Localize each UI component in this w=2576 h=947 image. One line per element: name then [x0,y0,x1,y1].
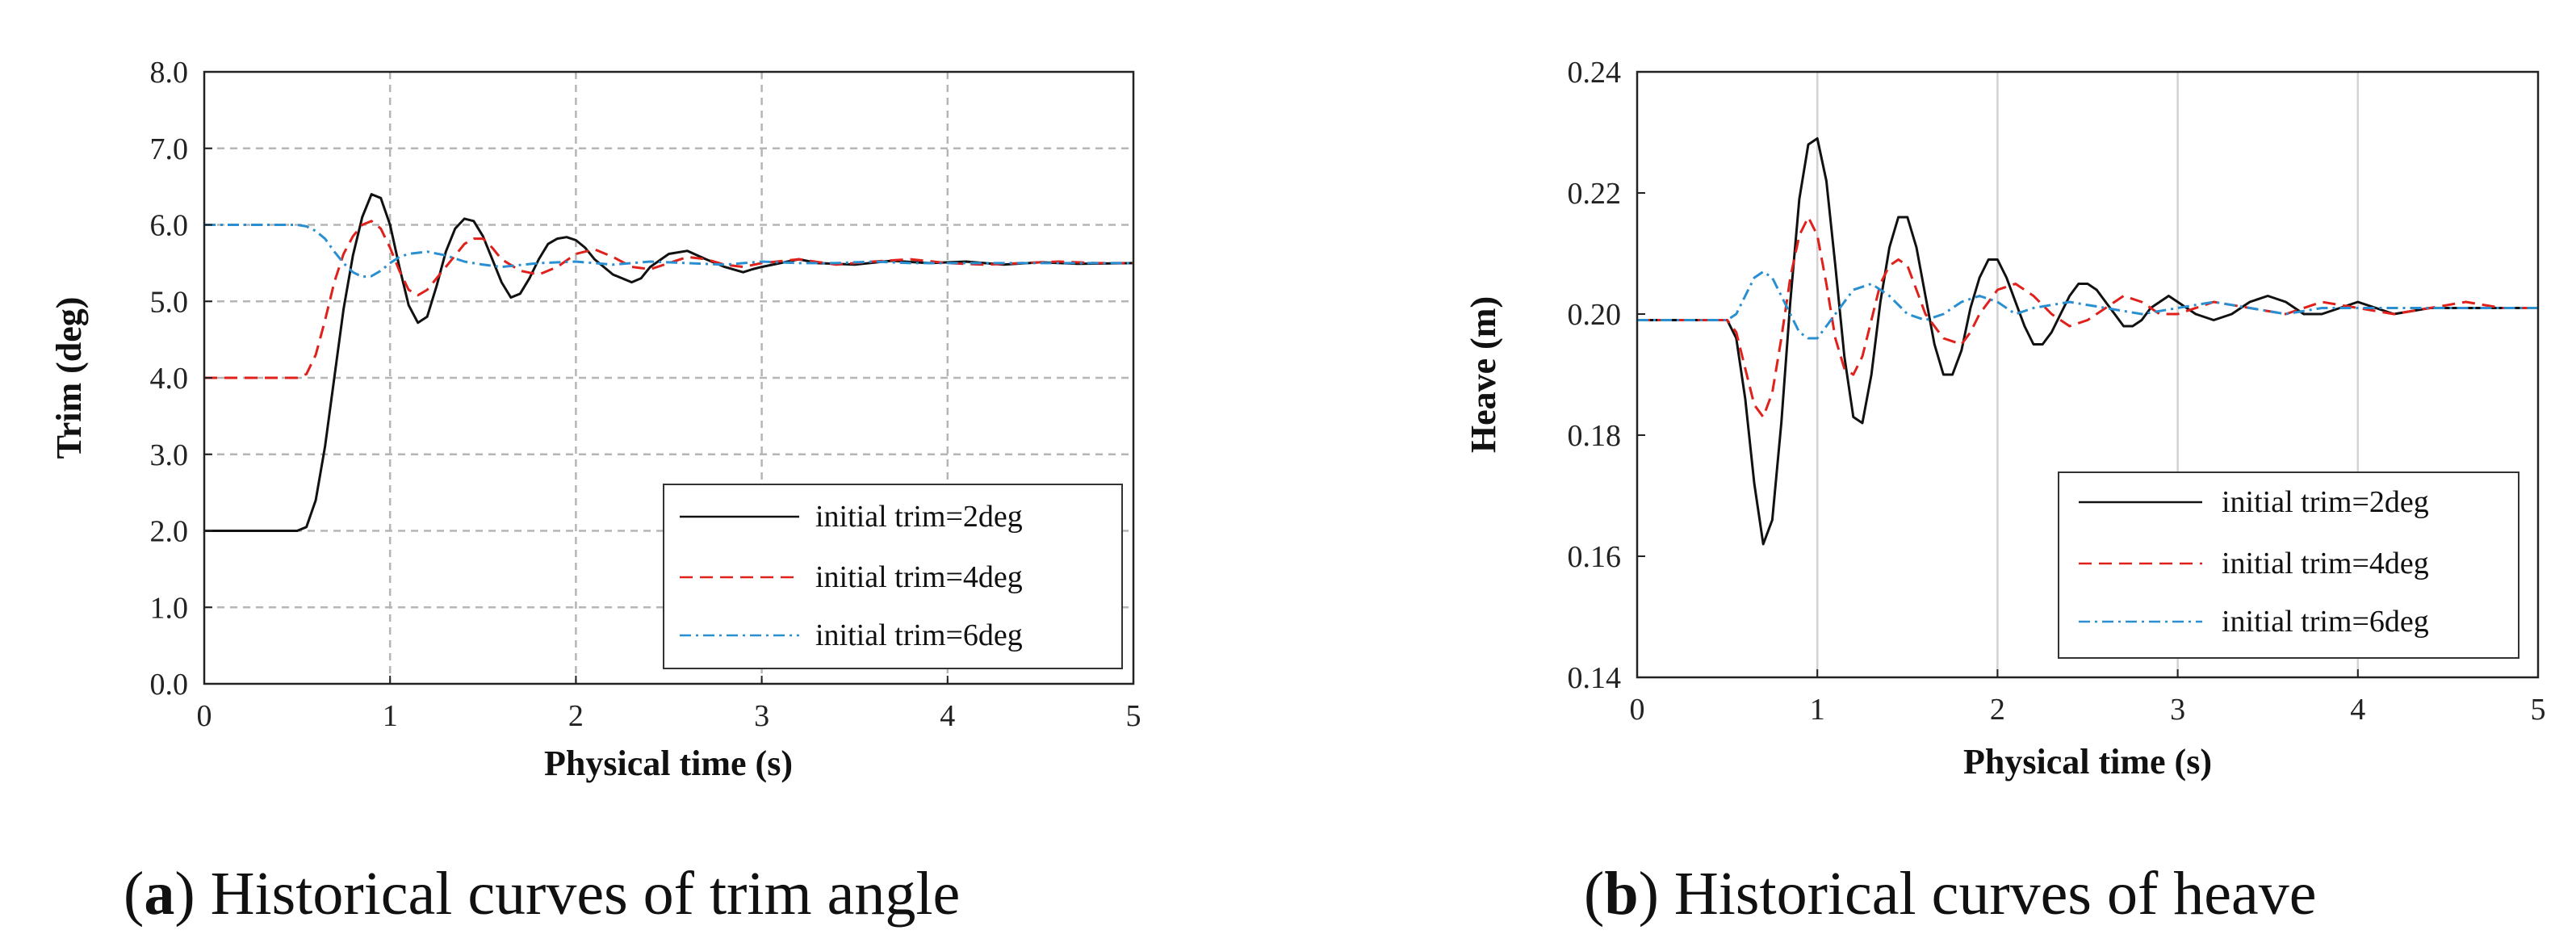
x-tick-label-heave: 5 [2531,693,2546,727]
x-tick-label-trim: 2 [568,699,584,733]
x-tick-labels-trim: 0 1 2 3 4 5 [197,676,1141,733]
y-axis-label-trim: Trim (deg) [49,297,89,459]
series-line-heave-3 [1637,270,2538,340]
x-tick-label-trim: 1 [383,699,398,733]
panel-heave: 0.14 0.16 0.18 0.20 0.22 0.24 0 1 2 3 4 5 Heave (m… [1464,56,2546,928]
legend-trim: initial trim=2deg initial trim=4deg init… [663,484,1123,669]
caption-trim: (a) Historical curves of trim angle [124,860,960,928]
legend-label-6deg: initial trim=6deg [815,618,1023,652]
series-group-heave [1637,137,2538,546]
x-tick-label-trim: 5 [1126,699,1141,733]
plot-frame-heave [1636,70,2540,679]
y-tick-label-trim: 6.0 [150,209,189,243]
y-tick-label-heave: 0.20 [1568,298,1622,332]
legend-label-4deg-heave: initial trim=4deg [2222,547,2429,580]
legend-label-2deg: initial trim=2deg [815,500,1023,534]
x-axis-label-heave: Physical time (s) [1963,742,2212,781]
x-tick-labels-heave: 0 1 2 3 4 5 [1630,669,2546,727]
x-tick-label-heave: 3 [2170,693,2185,727]
legend-label-2deg-heave: initial trim=2deg [2222,485,2429,519]
x-tick-label-trim: 0 [197,699,212,733]
panel-trim: 0.0 1.0 2.0 3.0 4.0 5.0 6.0 7.0 8.0 0 1 2 3 4 5 Trim … [49,56,1141,928]
x-tick-label-trim: 4 [940,699,955,733]
y-tick-label-heave: 0.22 [1568,177,1622,211]
y-tick-label-trim: 0.0 [150,668,189,702]
series-group-trim [204,193,1134,532]
y-tick-label-heave: 0.24 [1568,56,1622,90]
y-tick-labels-heave: 0.14 0.16 0.18 0.20 0.22 0.24 [1568,56,1645,695]
y-tick-label-trim: 8.0 [150,56,189,90]
x-axis-label-trim: Physical time (s) [544,744,793,783]
x-tick-label-trim: 3 [754,699,769,733]
y-tick-label-trim: 2.0 [150,515,189,549]
y-axis-label-heave: Heave (m) [1464,296,1503,453]
legend-label-4deg: initial trim=4deg [815,560,1023,594]
x-tick-label-heave: 1 [1810,693,1825,727]
series-line-trim-3 [204,224,1133,279]
legend-heave: initial trim=2deg initial trim=4deg init… [2058,471,2519,659]
legend-box-heave [2058,471,2519,659]
y-tick-label-trim: 4.0 [150,362,189,396]
y-tick-label-trim: 1.0 [150,591,189,625]
y-tick-label-heave: 0.14 [1568,661,1622,695]
y-tick-labels-trim: 0.0 1.0 2.0 3.0 4.0 5.0 6.0 7.0 8.0 [150,56,212,702]
x-tick-label-heave: 2 [1990,693,2005,727]
y-tick-label-heave: 0.16 [1568,540,1622,574]
caption-heave: (b) Historical curves of heave [1584,860,2316,928]
x-tick-label-heave: 0 [1630,693,1645,727]
y-tick-label-trim: 5.0 [150,285,189,319]
y-tick-label-trim: 7.0 [150,132,189,166]
x-tick-label-heave: 4 [2350,693,2365,727]
y-tick-label-heave: 0.18 [1568,419,1622,453]
legend-box-trim [663,484,1123,669]
legend-label-6deg-heave: initial trim=6deg [2222,605,2429,639]
y-tick-label-trim: 3.0 [150,438,189,472]
series-line-heave-1 [1637,137,2538,546]
